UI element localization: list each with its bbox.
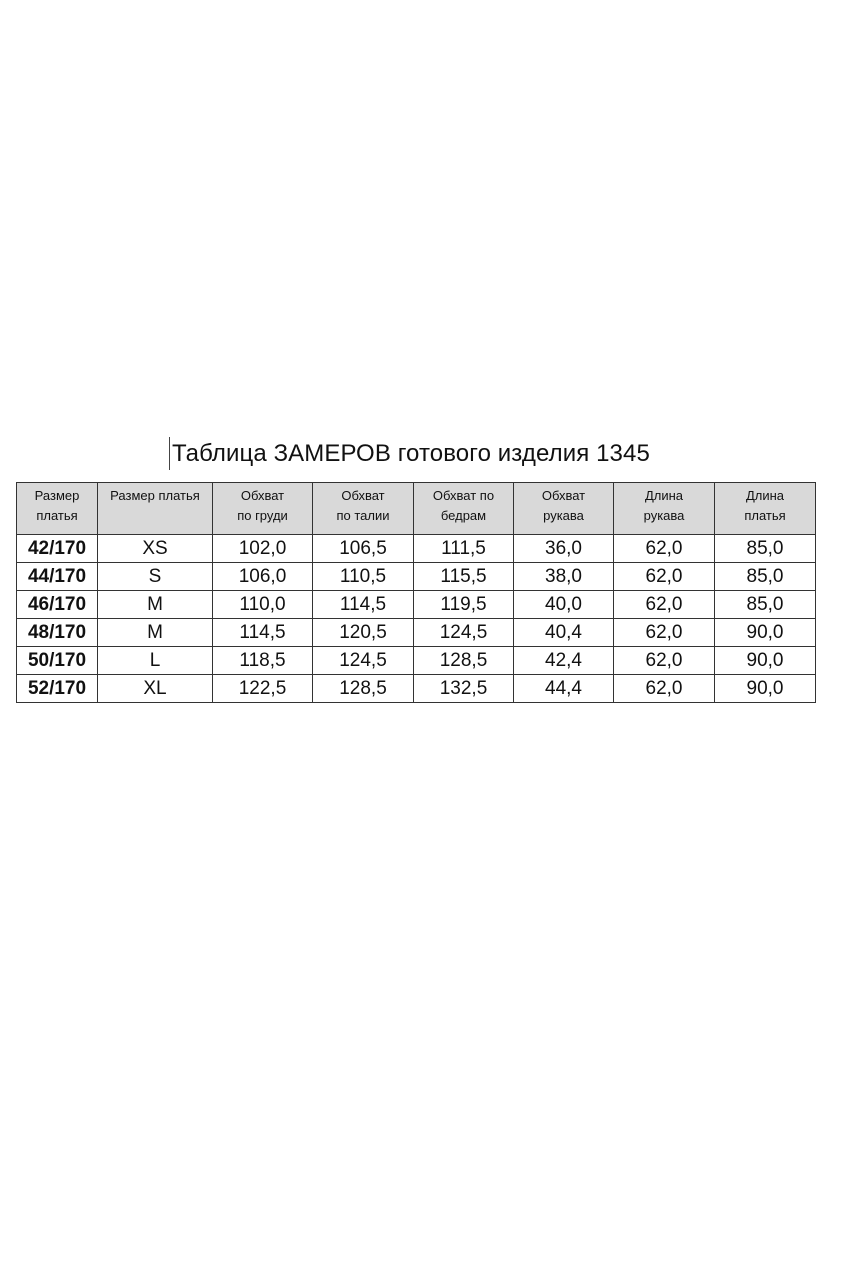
table-cell: 62,0	[613, 646, 715, 675]
table-cell: 106,5	[312, 534, 414, 563]
column-header: Длина рукава	[613, 482, 715, 535]
column-header: Обхват по груди	[212, 482, 313, 535]
column-header-line: Обхват	[341, 488, 385, 503]
table-cell: 90,0	[714, 618, 816, 647]
table-cell: 40,0	[513, 590, 614, 619]
table-cell: 122,5	[212, 674, 313, 703]
table-row: 42/170 XS 102,0 106,5 111,5 36,0 62,0 85,0	[16, 534, 816, 563]
table-cell: 85,0	[714, 590, 816, 619]
table-cell: 40,4	[513, 618, 614, 647]
table-cell: 120,5	[312, 618, 414, 647]
table-row: 44/170 S 106,0 110,5 115,5 38,0 62,0 85,0	[16, 562, 816, 591]
size-cell: 50/170	[16, 646, 98, 675]
column-header-line: рукава	[543, 508, 584, 523]
table-cell: 90,0	[714, 646, 816, 675]
column-header-line: Длина	[644, 488, 684, 503]
table-cell: XL	[97, 674, 213, 703]
table-cell: 62,0	[613, 562, 715, 591]
column-header: Размер платья	[97, 482, 213, 535]
column-header: Обхват по бедрам	[413, 482, 514, 535]
size-cell: 42/170	[16, 534, 98, 563]
size-cell: 44/170	[16, 562, 98, 591]
page-title: Таблица ЗАМЕРОВ готового изделия 1345	[172, 440, 650, 467]
table-cell: 124,5	[312, 646, 414, 675]
column-header-line: платья	[744, 508, 786, 523]
table-cell: 128,5	[312, 674, 414, 703]
text-cursor	[169, 437, 170, 470]
column-header: Обхват по талии	[312, 482, 414, 535]
table-cell: 118,5	[212, 646, 313, 675]
table-cell: 110,0	[212, 590, 313, 619]
table-cell: S	[97, 562, 213, 591]
header-row: Размер платья Размер платья Обхват по груди О…	[16, 482, 816, 535]
table-cell: 110,5	[312, 562, 414, 591]
table-cell: L	[97, 646, 213, 675]
size-cell: 46/170	[16, 590, 98, 619]
column-header: Обхват рукава	[513, 482, 614, 535]
column-header-line: бедрам	[440, 508, 487, 523]
table-row: 48/170 M 114,5 120,5 124,5 40,4 62,0 90,0	[16, 618, 816, 647]
table-cell: M	[97, 590, 213, 619]
table-cell: 114,5	[212, 618, 313, 647]
column-header: Длина платья	[714, 482, 816, 535]
table-cell: 85,0	[714, 534, 816, 563]
table-cell: 114,5	[312, 590, 414, 619]
column-header-line: Обхват	[240, 488, 285, 503]
size-cell: 52/170	[16, 674, 98, 703]
column-header-line: Размер платья	[110, 488, 200, 503]
table-row: 46/170 M 110,0 114,5 119,5 40,0 62,0 85,0	[16, 590, 816, 619]
table-cell: 102,0	[212, 534, 313, 563]
table-cell: 132,5	[413, 674, 514, 703]
column-header-line: Размер	[34, 488, 80, 503]
table-cell: 119,5	[413, 590, 514, 619]
table-cell: 42,4	[513, 646, 614, 675]
column-header-line: по груди	[237, 508, 288, 523]
table-cell: 124,5	[413, 618, 514, 647]
table-cell: XS	[97, 534, 213, 563]
column-header-line: платья	[36, 508, 78, 523]
column-header-line: Длина	[745, 488, 785, 503]
table-cell: 128,5	[413, 646, 514, 675]
table-cell: 62,0	[613, 618, 715, 647]
table-cell: 85,0	[714, 562, 816, 591]
table-row: 52/170 XL 122,5 128,5 132,5 44,4 62,0 90,0	[16, 674, 816, 703]
table-cell: 62,0	[613, 590, 715, 619]
table-cell: 115,5	[413, 562, 514, 591]
table-row: 50/170 L 118,5 124,5 128,5 42,4 62,0 90,0	[16, 646, 816, 675]
table-cell: 90,0	[714, 674, 816, 703]
column-header-line: рукава	[643, 508, 685, 523]
table-cell: 62,0	[613, 674, 715, 703]
measurements-table: Размер платья Размер платья Обхват по груди О…	[16, 482, 816, 703]
table-cell: 38,0	[513, 562, 614, 591]
table-cell: 111,5	[413, 534, 514, 563]
column-header: Размер платья	[16, 482, 98, 535]
table-cell: 36,0	[513, 534, 614, 563]
table-cell: 106,0	[212, 562, 313, 591]
size-cell: 48/170	[16, 618, 98, 647]
column-header-line: по талии	[336, 508, 390, 523]
table-cell: 44,4	[513, 674, 614, 703]
column-header-line: Обхват по	[432, 488, 495, 503]
table-cell: 62,0	[613, 534, 715, 563]
column-header-line: Обхват	[541, 488, 586, 503]
table-cell: M	[97, 618, 213, 647]
